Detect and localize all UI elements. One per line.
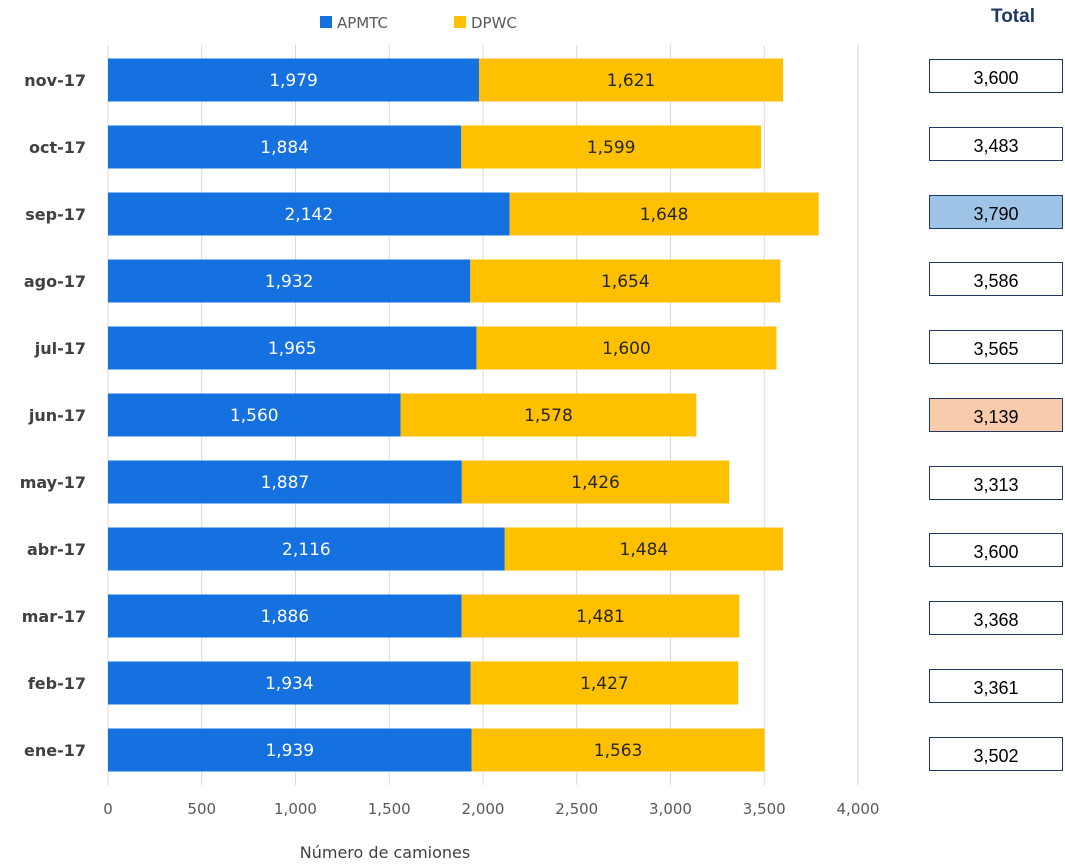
total-value-box: 3,313 xyxy=(929,466,1063,500)
x-tick-label: 1,000 xyxy=(274,800,317,818)
category-label: abr-17 xyxy=(27,540,86,559)
legend-swatch xyxy=(320,16,332,28)
bar-dpwc xyxy=(479,58,783,102)
bar-value-label: 2,116 xyxy=(282,540,331,560)
category-label: mar-17 xyxy=(22,607,86,626)
bar-value-label: 1,427 xyxy=(580,674,629,694)
bar-dpwc xyxy=(476,326,777,370)
bar-dpwc xyxy=(509,192,819,236)
bar-apmtc xyxy=(108,58,480,102)
total-value-box: 3,565 xyxy=(929,330,1063,364)
bar-apmtc xyxy=(108,192,510,236)
bar-value-label: 1,979 xyxy=(269,71,318,91)
bar-dpwc xyxy=(461,125,762,169)
totals-header: Total xyxy=(991,6,1035,27)
bar-value-label: 1,621 xyxy=(607,71,656,91)
bar-dpwc xyxy=(461,460,730,504)
bar-apmtc xyxy=(108,125,462,169)
bar-value-label: 1,884 xyxy=(260,138,309,158)
x-tick-label: 3,500 xyxy=(743,800,786,818)
bar-value-label: 1,648 xyxy=(640,205,689,225)
legend-swatch xyxy=(454,16,466,28)
bar-apmtc xyxy=(108,728,472,772)
bar-value-label: 1,578 xyxy=(524,406,573,426)
bar-value-label: 1,563 xyxy=(594,741,643,761)
bar-value-label: 1,887 xyxy=(261,473,310,493)
bar-dpwc xyxy=(471,728,765,772)
category-label: feb-17 xyxy=(28,674,86,693)
bar-dpwc xyxy=(470,661,739,705)
x-tick-label: 2,500 xyxy=(555,800,598,818)
bar-dpwc xyxy=(504,527,783,571)
bar-value-label: 1,426 xyxy=(571,473,620,493)
bar-value-label: 1,654 xyxy=(601,272,650,292)
total-value-box: 3,368 xyxy=(929,601,1063,635)
bar-dpwc xyxy=(400,393,697,437)
bar-value-label: 1,939 xyxy=(265,741,314,761)
x-tick-label: 500 xyxy=(187,800,216,818)
bar-dpwc xyxy=(461,594,740,638)
bar-value-label: 1,934 xyxy=(265,674,314,694)
bar-value-label: 1,599 xyxy=(587,138,636,158)
bar-value-label: 2,142 xyxy=(284,205,333,225)
bar-apmtc xyxy=(108,594,462,638)
total-value-box: 3,139 xyxy=(929,398,1063,432)
bar-value-label: 1,932 xyxy=(265,272,314,292)
x-tick-label: 0 xyxy=(103,800,113,818)
total-value-box: 3,600 xyxy=(929,533,1063,567)
category-label: jul-17 xyxy=(34,339,86,358)
legend-label: DPWC xyxy=(471,14,517,32)
bar-value-label: 1,560 xyxy=(230,406,279,426)
total-value-box: 3,483 xyxy=(929,127,1063,161)
total-value-box: 3,586 xyxy=(929,262,1063,296)
category-label: nov-17 xyxy=(24,71,86,90)
x-tick-label: 2,000 xyxy=(462,800,505,818)
bar-value-label: 1,481 xyxy=(576,607,625,627)
total-value-box: 3,790 xyxy=(929,195,1063,229)
category-label: may-17 xyxy=(20,473,86,492)
x-tick-label: 3,000 xyxy=(649,800,692,818)
legend-label: APMTC xyxy=(337,14,388,32)
total-value-box: 3,361 xyxy=(929,669,1063,703)
bar-apmtc xyxy=(108,527,505,571)
category-label: jun-17 xyxy=(28,406,86,425)
bar-value-label: 1,965 xyxy=(268,339,317,359)
bar-value-label: 1,600 xyxy=(602,339,651,359)
bar-apmtc xyxy=(108,393,401,437)
total-value-box: 3,600 xyxy=(929,59,1063,93)
bar-value-label: 1,886 xyxy=(260,607,309,627)
bar-apmtc xyxy=(108,259,471,303)
category-label: sep-17 xyxy=(25,205,86,224)
category-label: ene-17 xyxy=(24,741,86,760)
bar-apmtc xyxy=(108,661,471,705)
x-tick-label: 4,000 xyxy=(837,800,880,818)
bar-apmtc xyxy=(108,326,477,370)
bar-apmtc xyxy=(108,460,462,504)
total-value-box: 3,502 xyxy=(929,737,1063,771)
category-label: ago-17 xyxy=(24,272,86,291)
bar-dpwc xyxy=(470,259,781,303)
category-label: oct-17 xyxy=(29,138,86,157)
x-tick-label: 1,500 xyxy=(368,800,411,818)
x-axis-title: Número de camiones xyxy=(300,843,470,862)
bar-value-label: 1,484 xyxy=(620,540,669,560)
